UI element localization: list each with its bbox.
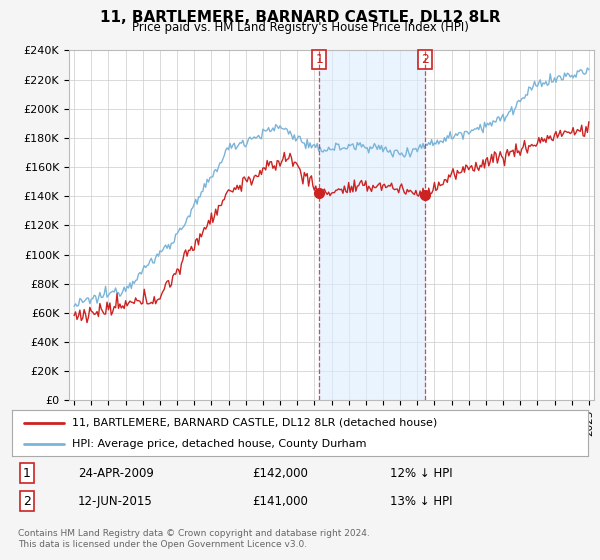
Text: Contains HM Land Registry data © Crown copyright and database right 2024.
This d: Contains HM Land Registry data © Crown c… <box>18 529 370 549</box>
Text: £142,000: £142,000 <box>252 466 308 480</box>
Text: 13% ↓ HPI: 13% ↓ HPI <box>390 494 452 508</box>
Text: 1: 1 <box>316 53 323 66</box>
Text: 12-JUN-2015: 12-JUN-2015 <box>78 494 153 508</box>
Bar <box>319 50 425 400</box>
Text: £141,000: £141,000 <box>252 494 308 508</box>
Text: 11, BARTLEMERE, BARNARD CASTLE, DL12 8LR: 11, BARTLEMERE, BARNARD CASTLE, DL12 8LR <box>100 10 500 25</box>
Text: 12% ↓ HPI: 12% ↓ HPI <box>390 466 452 480</box>
Text: HPI: Average price, detached house, County Durham: HPI: Average price, detached house, Coun… <box>73 439 367 449</box>
Text: Price paid vs. HM Land Registry's House Price Index (HPI): Price paid vs. HM Land Registry's House … <box>131 21 469 34</box>
Text: 2: 2 <box>23 494 31 508</box>
Text: 1: 1 <box>23 466 31 480</box>
Text: 11, BARTLEMERE, BARNARD CASTLE, DL12 8LR (detached house): 11, BARTLEMERE, BARNARD CASTLE, DL12 8LR… <box>73 418 438 428</box>
Text: 2: 2 <box>421 53 429 66</box>
Text: 24-APR-2009: 24-APR-2009 <box>78 466 154 480</box>
